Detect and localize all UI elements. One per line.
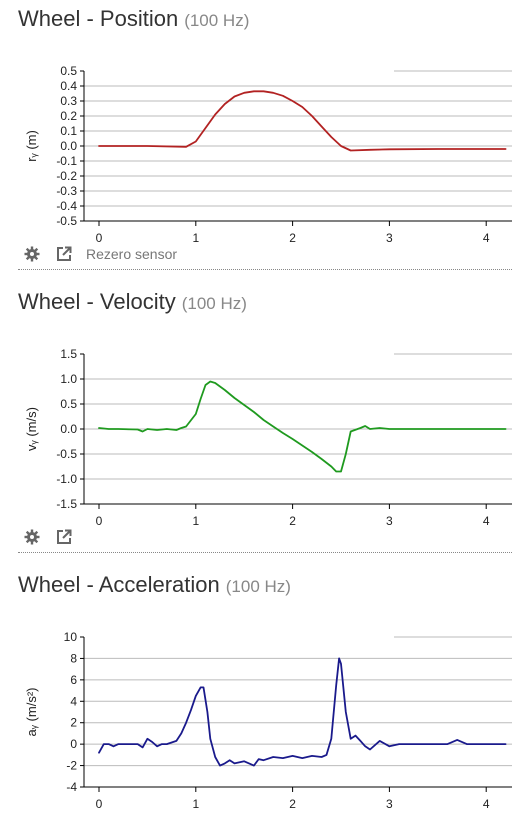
y-tick-label: -1.0 bbox=[56, 472, 77, 486]
series-line bbox=[98, 380, 507, 473]
y-tick-label: 0.0 bbox=[60, 139, 77, 153]
external-link-icon[interactable] bbox=[54, 244, 74, 264]
rezero-sensor-link[interactable]: Rezero sensor bbox=[86, 246, 178, 262]
y-tick-label: 0.3 bbox=[60, 94, 77, 108]
panel-title: Wheel - Position (100 Hz) bbox=[18, 6, 249, 32]
y-tick-label: 10 bbox=[64, 630, 78, 644]
sample-rate: (100 Hz) bbox=[184, 11, 250, 30]
x-tick-label: 1 bbox=[192, 231, 199, 245]
y-tick-label: -4 bbox=[66, 780, 77, 794]
y-tick-label: 6 bbox=[70, 673, 77, 687]
y-tick-label: 0.5 bbox=[60, 64, 77, 78]
chart-toolbar: Rezero sensor bbox=[22, 244, 177, 264]
panel-title: Wheel - Velocity (100 Hz) bbox=[18, 289, 247, 315]
series-line bbox=[98, 657, 507, 767]
external-link-icon[interactable] bbox=[54, 527, 74, 547]
y-tick-label: -1.5 bbox=[56, 497, 77, 511]
y-axis-title: aᵧ (m/s²) bbox=[24, 688, 39, 737]
x-tick-label: 2 bbox=[289, 231, 296, 245]
sample-rate: (100 Hz) bbox=[181, 294, 247, 313]
divider bbox=[18, 269, 512, 270]
y-tick-label: 0.4 bbox=[60, 79, 77, 93]
y-tick-label: 1.0 bbox=[60, 372, 77, 386]
x-tick-label: 4 bbox=[483, 231, 490, 245]
position-panel: Wheel - Position (100 Hz) 0.5 0.4 0.3 0.2 0.1… bbox=[0, 0, 512, 270]
x-tick-label: 3 bbox=[386, 231, 393, 245]
y-tick-label: -0.2 bbox=[56, 169, 77, 183]
sample-rate: (100 Hz) bbox=[225, 577, 291, 596]
y-tick-label: -0.5 bbox=[56, 214, 77, 228]
acceleration-panel: Wheel - Acceleration (100 Hz) 10 8 6 4 2 0 -2 -4… bbox=[0, 566, 512, 814]
y-axis-title: vᵧ (m/s) bbox=[24, 407, 39, 451]
x-tick-label: 1 bbox=[192, 514, 199, 528]
x-tick-label: 3 bbox=[386, 797, 393, 811]
velocity-chart: 1.5 1.0 0.5 0.0 -0.5 -1.0 -1.5 0 1 2 3 4 vᵧ (m/s) bbox=[24, 347, 512, 528]
x-tick-label: 4 bbox=[483, 514, 490, 528]
y-tick-label: 0.2 bbox=[60, 109, 77, 123]
y-tick-label: 0.1 bbox=[60, 124, 77, 138]
y-tick-label: 8 bbox=[70, 651, 77, 665]
title-text: Wheel - Position bbox=[18, 6, 179, 31]
gear-icon[interactable] bbox=[22, 244, 42, 264]
y-tick-label: 1.5 bbox=[60, 347, 77, 361]
x-tick-label: 0 bbox=[96, 231, 103, 245]
x-tick-label: 0 bbox=[96, 797, 103, 811]
panel-title: Wheel - Acceleration (100 Hz) bbox=[18, 572, 291, 598]
x-tick-label: 4 bbox=[483, 797, 490, 811]
chart-toolbar bbox=[22, 527, 86, 547]
y-tick-label: 0.5 bbox=[60, 397, 77, 411]
y-tick-label: 0 bbox=[70, 737, 77, 751]
y-tick-label: -0.3 bbox=[56, 184, 77, 198]
y-tick-label: 2 bbox=[70, 716, 77, 730]
y-tick-label: -0.5 bbox=[56, 447, 77, 461]
series-line bbox=[98, 90, 507, 152]
y-tick-label: -0.4 bbox=[56, 199, 77, 213]
title-text: Wheel - Velocity bbox=[18, 289, 176, 314]
x-tick-label: 0 bbox=[96, 514, 103, 528]
x-tick-label: 1 bbox=[192, 797, 199, 811]
x-tick-label: 2 bbox=[289, 514, 296, 528]
position-chart: 0.50.40.30.20.10.0-0.1-0.2-0.3-0.4-0.5 0 1… bbox=[24, 64, 512, 245]
y-axis-title: rᵧ (m) bbox=[24, 130, 39, 162]
acceleration-chart: 10 8 6 4 2 0 -2 -4 0 1 2 3 4 aᵧ (m/s²) bbox=[24, 630, 512, 811]
y-tick-label: 4 bbox=[70, 694, 77, 708]
gear-icon[interactable] bbox=[22, 527, 42, 547]
velocity-panel: Wheel - Velocity (100 Hz) 1.5 1.0 0.5 0.0 -0.… bbox=[0, 283, 512, 553]
divider bbox=[18, 552, 512, 553]
y-tick-label: -2 bbox=[66, 759, 77, 773]
y-tick-label: -0.1 bbox=[56, 154, 77, 168]
x-tick-label: 2 bbox=[289, 797, 296, 811]
x-tick-label: 3 bbox=[386, 514, 393, 528]
title-text: Wheel - Acceleration bbox=[18, 572, 220, 597]
y-tick-label: 0.0 bbox=[60, 422, 77, 436]
